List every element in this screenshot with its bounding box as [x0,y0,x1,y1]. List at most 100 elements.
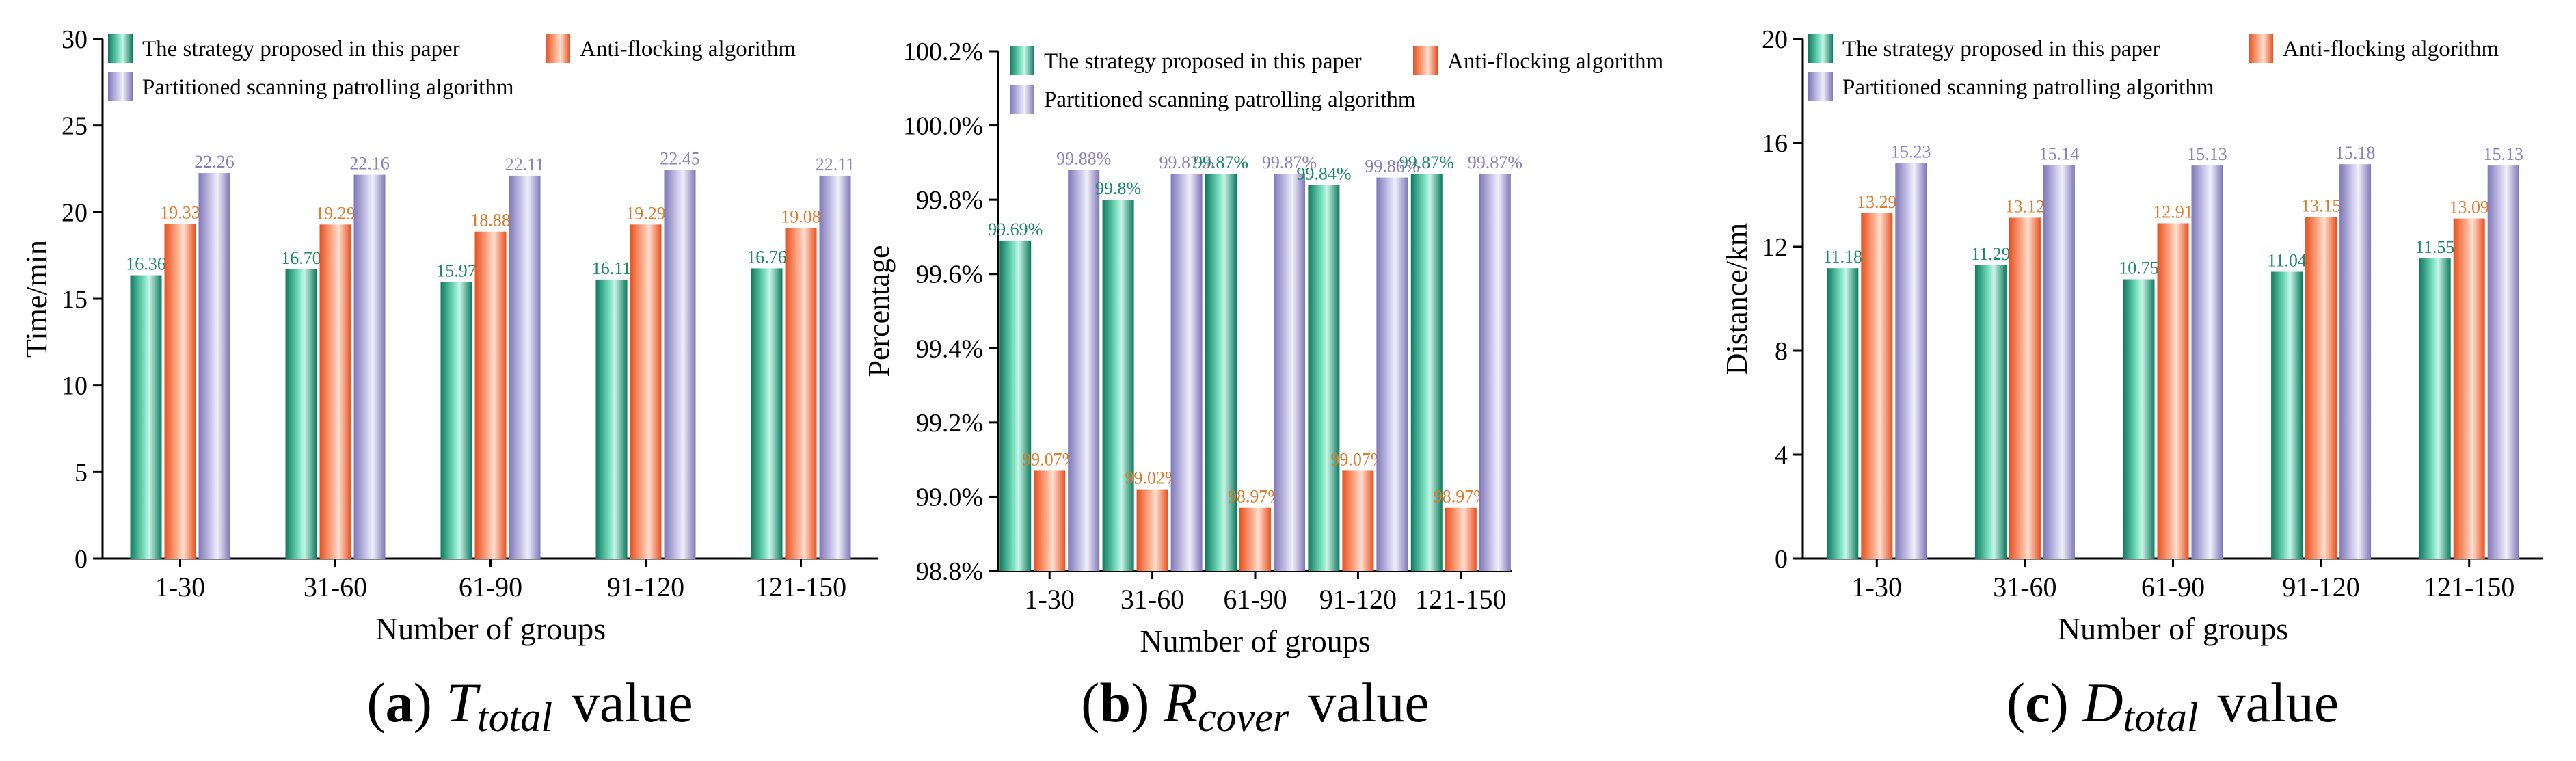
bar-series-3 [2191,165,2223,559]
data-label: 16.70 [281,248,321,268]
bar-series-3 [2339,164,2372,559]
bar-series-1 [2271,271,2303,559]
chart-coverage: 98.8% 99.0% 99.2% 99.4% 99.6% 99.8% 100.0% 100.… [862,38,1664,740]
caption-paren-open: ( [1081,671,1099,734]
data-label: 15.97 [436,261,477,280]
data-label: 99.8% [1095,178,1141,198]
caption-suffix: value [2218,671,2339,734]
y-tick-label: 100.2% [903,38,983,66]
legend-swatch-3 [1010,85,1034,114]
x-tick-label: 31-60 [1993,572,2056,602]
data-label: 99.87% [1159,152,1214,172]
data-label: 99.87% [1194,152,1248,172]
bar-series-3 [2487,165,2519,559]
y-axis-title: Percentage [862,245,896,377]
data-label: 99.87% [1399,152,1454,172]
data-label: 19.29 [626,203,666,223]
caption-letter: b [1099,671,1131,734]
caption-subscript: cover [1198,695,1289,740]
legend-swatch-3 [108,72,133,101]
data-label: 99.07% [1022,449,1077,469]
data-label: 18.88 [470,211,511,230]
bar-series-1 [1308,185,1340,571]
bar-series-2 [1239,507,1271,571]
y-tick-label: 99.8% [916,186,983,215]
x-tick-label: 1-30 [1025,584,1075,615]
data-label: 19.29 [315,203,355,223]
bar-series-3 [1376,177,1408,572]
data-label: 16.11 [592,258,632,278]
bar-series-3 [1274,174,1305,572]
bar-series-1 [751,268,783,559]
bar-series-2 [1861,213,1893,559]
bar-series-3 [664,170,696,559]
legend-label-3: Partitioned scanning patrolling algorith… [1044,88,1416,112]
bar-series-2 [2305,217,2337,559]
data-label: 13.29 [1857,192,1897,212]
legend-swatch-1 [1808,34,1833,63]
legend-label-3: Partitioned scanning patrolling algorith… [1842,75,2214,100]
x-axis-title: Number of groups [1140,624,1370,658]
caption-suffix: value [572,671,693,734]
x-tick-label: 1-30 [155,572,205,602]
y-tick-label: 99.6% [916,261,983,289]
subfigure-caption: (a) Ttotal value [366,671,693,740]
y-tick-label: 98.8% [916,557,983,586]
bar-series-2 [1136,489,1168,571]
data-label: 22.11 [816,155,855,174]
bar-series-2 [319,224,351,559]
data-label: 13.09 [2449,198,2489,217]
y-axis-title: Distance/km [1720,223,1754,375]
caption-subscript: total [477,695,552,740]
y-tick-label: 99.4% [916,334,983,363]
bar-series-2 [1342,470,1374,571]
caption-paren-close: ) [2050,671,2083,734]
data-label: 99.86% [1365,157,1419,176]
data-label: 99.69% [988,219,1043,239]
data-label: 19.33 [160,202,200,222]
subfigure-caption: (c) Dtotal value [2007,671,2339,740]
data-label: 16.76 [747,247,787,267]
bar-series-2 [785,228,817,559]
bar-series-1 [999,240,1032,571]
legend-swatch-2 [1413,46,1438,75]
y-tick-label: 99.2% [916,409,983,438]
legend-label-1: The strategy proposed in this paper [1044,49,1362,74]
y-tick-label: 0 [1775,545,1788,574]
y-tick-label: 25 [62,112,88,141]
data-label: 15.13 [2187,144,2227,164]
x-tick-label: 31-60 [304,572,367,602]
caption-paren-open: ( [2007,671,2025,734]
bar-series-3 [819,175,851,559]
chart-time: 0 5 10 15 20 25 30 1-30 16.36 19.33 22.26 31-60 16.7… [20,25,878,740]
bar-series-2 [164,224,196,559]
bar-series-1 [1410,174,1443,572]
bar-series-1 [1974,265,2007,559]
data-label: 22.26 [194,152,234,172]
caption-paren-close: ) [414,671,446,734]
legend-swatch-1 [1010,46,1034,75]
y-tick-label: 8 [1775,337,1788,366]
legend-swatch-3 [1808,72,1833,101]
bar-series-1 [1205,174,1237,572]
bar-series-2 [630,224,662,559]
legend-label-2: Anti-flocking algorithm [580,37,796,62]
data-label: 99.02% [1125,468,1180,488]
y-tick-label: 12 [1762,233,1788,262]
legend-label-1: The strategy proposed in this paper [1842,37,2160,62]
data-label: 22.45 [660,148,700,168]
data-label: 11.29 [1971,244,2011,264]
data-label: 11.04 [2267,250,2307,270]
bar-series-2 [474,231,507,559]
x-tick-label: 1-30 [1852,572,1902,602]
y-tick-label: 20 [62,198,88,227]
x-tick-label: 61-90 [2141,572,2205,602]
y-tick-label: 15 [62,285,88,314]
x-axis-title: Number of groups [2058,611,2288,646]
y-tick-label: 16 [1762,129,1788,158]
data-label: 22.16 [349,154,390,174]
x-tick-label: 31-60 [1121,584,1184,615]
data-label: 15.13 [2483,144,2523,164]
x-tick-label: 61-90 [459,572,522,602]
